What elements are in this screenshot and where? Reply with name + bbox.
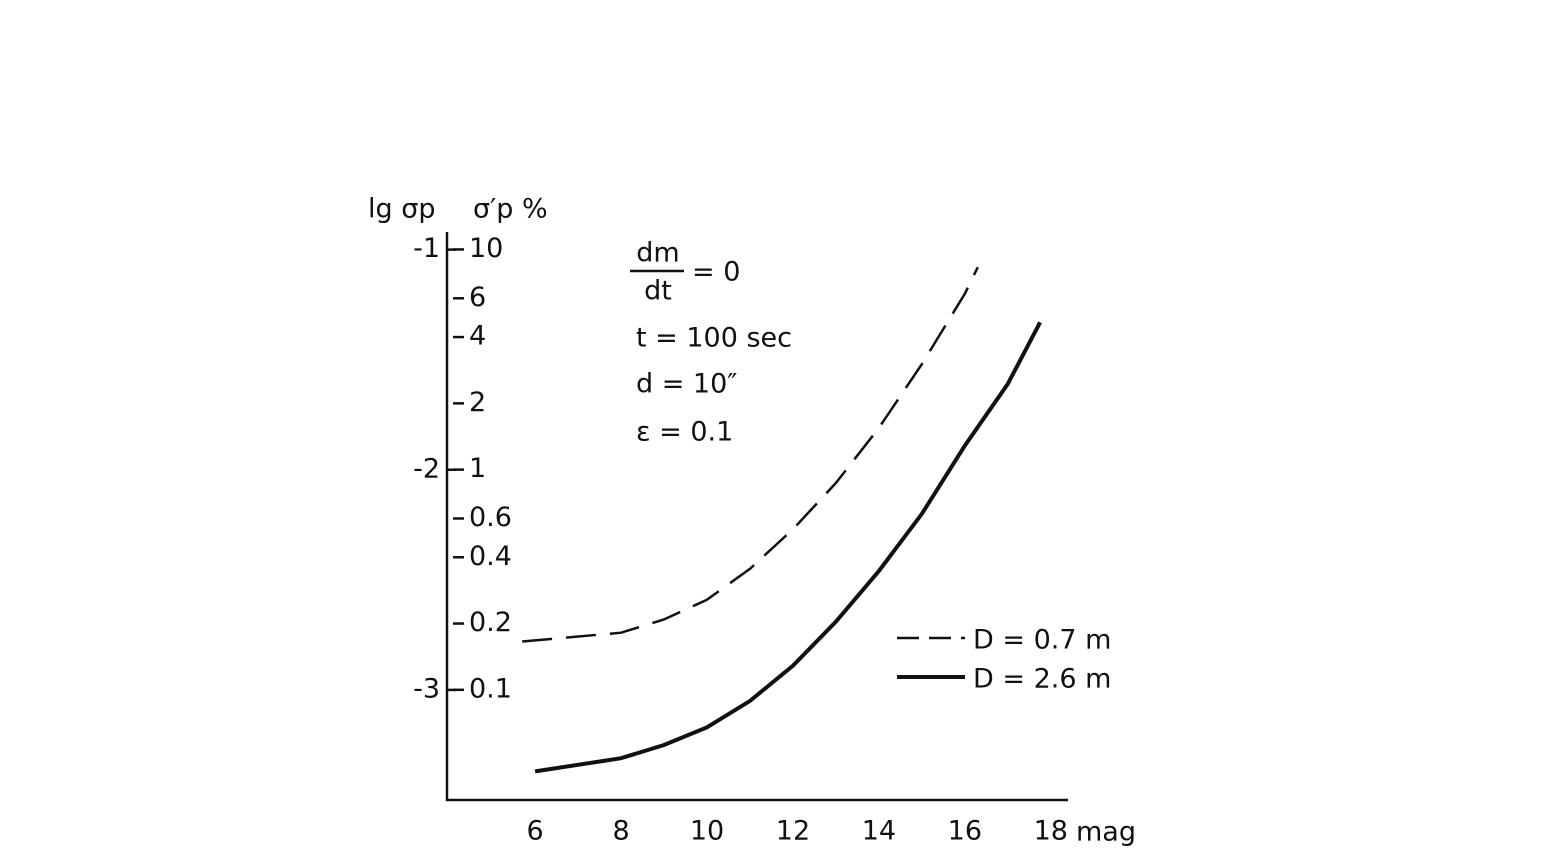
annotation: = 0 bbox=[692, 257, 740, 288]
y2-tick-label: 6 bbox=[469, 282, 486, 313]
line-series bbox=[522, 266, 979, 643]
legend-label: D = 2.6 m bbox=[973, 664, 1111, 695]
y2-tick-label: 0.2 bbox=[469, 607, 512, 638]
annotation: dm bbox=[636, 238, 679, 269]
y2-tick-label: 2 bbox=[469, 387, 486, 418]
y-tick-label: -1 bbox=[413, 233, 440, 264]
x-axis-label: mag bbox=[1076, 817, 1136, 848]
y2-tick-label: 0.1 bbox=[469, 673, 512, 704]
x-tick-label: 6 bbox=[527, 816, 544, 847]
y2-tick-label: 10 bbox=[469, 233, 503, 264]
annotation: ε = 0.1 bbox=[636, 417, 733, 448]
annotation: dt bbox=[644, 276, 672, 307]
y-tick-label: -2 bbox=[413, 453, 440, 484]
x-tick-label: 18 bbox=[1034, 816, 1068, 847]
y2-tick-label: 1 bbox=[469, 453, 486, 484]
legend-label: D = 0.7 m bbox=[973, 625, 1111, 656]
y2-tick-label: 0.4 bbox=[469, 541, 512, 572]
x-tick-label: 12 bbox=[776, 816, 810, 847]
x-tick-label: 10 bbox=[690, 816, 724, 847]
annotation: t = 100 sec bbox=[636, 323, 792, 354]
annotation: d = 10″ bbox=[636, 369, 737, 400]
y2-axis-label: σ′p % bbox=[473, 194, 548, 225]
y2-tick-label: 4 bbox=[469, 321, 486, 352]
y-tick-label: -3 bbox=[413, 673, 440, 704]
x-tick-label: 16 bbox=[948, 816, 982, 847]
line-series bbox=[534, 321, 1042, 774]
y2-tick-label: 0.6 bbox=[469, 502, 512, 533]
axes bbox=[445, 232, 1068, 802]
x-tick-label: 8 bbox=[612, 816, 629, 847]
x-tick-label: 14 bbox=[862, 816, 896, 847]
y-axis-label: lg σp bbox=[368, 194, 435, 225]
